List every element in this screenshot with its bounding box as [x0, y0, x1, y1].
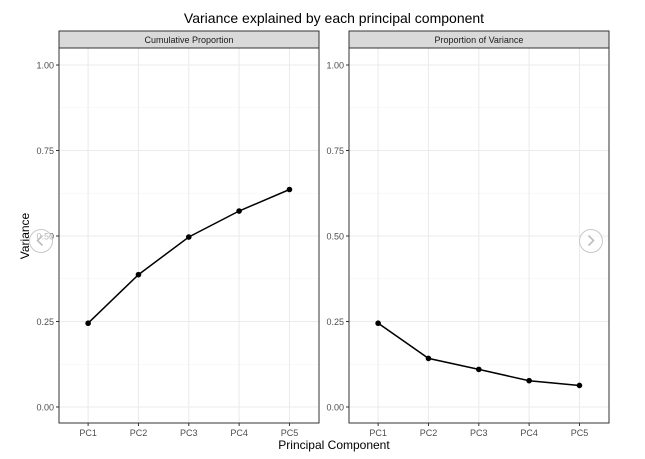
- x-tick-label: PC2: [420, 428, 438, 438]
- x-tick-label: PC3: [470, 428, 488, 438]
- y-tick-label: 0.50: [326, 232, 344, 242]
- chevron-right-icon: [587, 234, 595, 247]
- data-point: [85, 320, 91, 327]
- panel-2: Proportion of Variance 0.00 0.25 0.50 0.75 1.…: [326, 30, 610, 438]
- data-point: [425, 355, 432, 362]
- x-tick-label: PC3: [180, 428, 198, 438]
- x-axis-label: Principal Component: [278, 438, 390, 452]
- y-axis-label: Variance: [18, 212, 32, 259]
- y-tick-label: 0.25: [36, 317, 54, 327]
- x-tick-label: PC5: [281, 428, 299, 438]
- panel-strip-label: Cumulative Proportion: [144, 35, 233, 45]
- y-tick-label: 0.75: [36, 146, 54, 156]
- chart-title: Variance explained by each principal com…: [184, 10, 484, 26]
- data-point: [135, 271, 142, 278]
- x-tick-label: PC1: [369, 428, 387, 438]
- y-tick-label: 0.25: [326, 317, 344, 327]
- panel-border: [348, 47, 610, 424]
- y-tick-label: 0.00: [36, 403, 54, 413]
- x-tick-label: PC2: [130, 428, 148, 438]
- data-point: [375, 320, 381, 327]
- panel-strip-label: Proportion of Variance: [435, 35, 524, 45]
- x-tick-label: PC5: [571, 428, 589, 438]
- data-point: [475, 366, 482, 373]
- data-point: [576, 382, 583, 389]
- next-button[interactable]: [579, 229, 603, 253]
- panel-1: Cumulative Proportion0.000.250.500.751.0…: [36, 30, 320, 438]
- data-point: [236, 208, 242, 214]
- x-tick-label: PC4: [230, 428, 248, 438]
- y-tick-label: 1.00: [326, 61, 344, 71]
- panel-border: [58, 47, 320, 424]
- y-tick-label: 0.75: [326, 146, 344, 156]
- data-point: [286, 186, 293, 193]
- x-tick-label: PC4: [520, 428, 538, 438]
- previous-button[interactable]: [29, 229, 53, 253]
- data-point: [526, 377, 532, 384]
- chevron-left-icon: [36, 234, 44, 247]
- data-point: [185, 234, 192, 240]
- y-tick-label: 1.00: [36, 61, 54, 71]
- x-tick-label: PC1: [79, 428, 97, 438]
- y-tick-label: 0.00: [326, 403, 344, 413]
